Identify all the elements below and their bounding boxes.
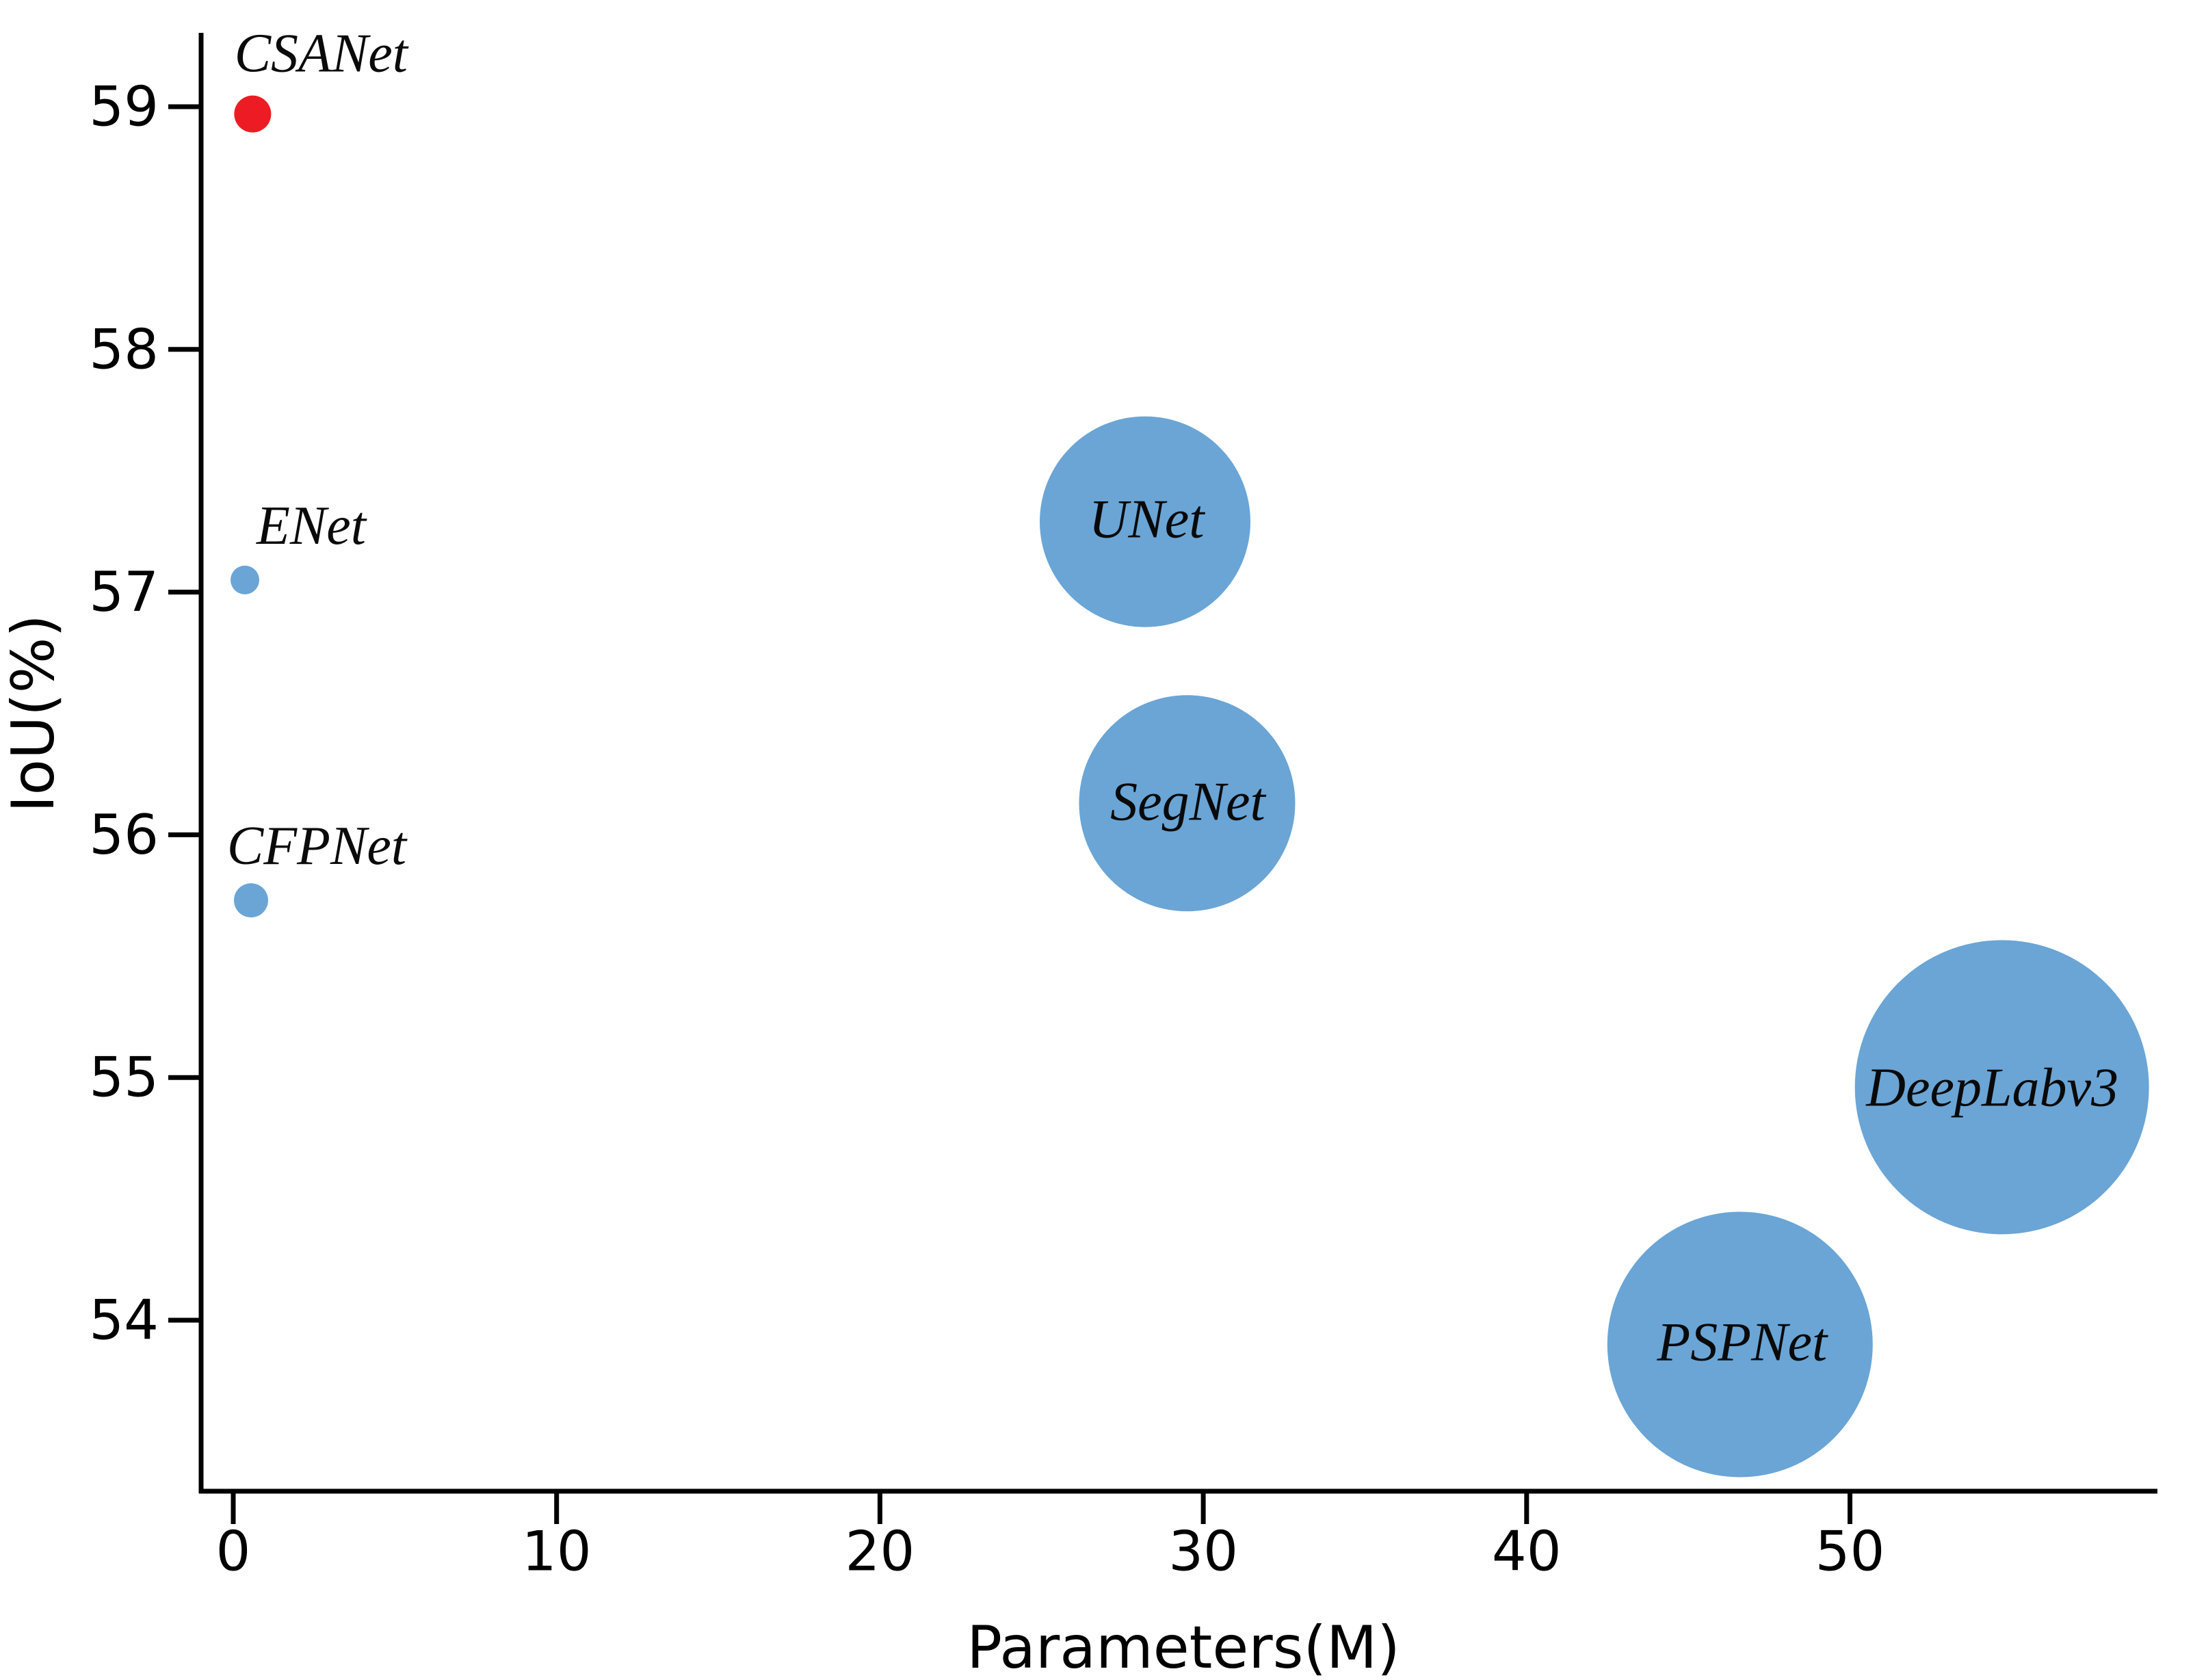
data-point-label-enet: ENet (256, 496, 367, 556)
y-tick-label: 57 (89, 560, 159, 624)
data-point-cfpnet (233, 883, 268, 918)
data-point-label-unet: UNet (1089, 490, 1206, 550)
y-tick-label: 55 (89, 1046, 159, 1110)
y-tick-label: 58 (89, 317, 159, 381)
data-point-enet (231, 565, 260, 594)
x-axis-title: Parameters(M) (967, 1614, 1400, 1680)
data-point-label-deeplabv3: DeepLabv3 (1865, 1058, 2118, 1118)
x-tick-label: 0 (216, 1520, 251, 1584)
x-tick-label: 50 (1815, 1520, 1885, 1584)
x-tick-label: 20 (845, 1520, 915, 1584)
y-axis-title: IoU(%) (0, 614, 68, 813)
y-tick-label: 54 (89, 1289, 159, 1352)
y-tick-label: 59 (89, 75, 159, 139)
x-tick-label: 40 (1492, 1520, 1562, 1584)
data-point-pspnet (1607, 1211, 1873, 1478)
data-point-segnet (1079, 695, 1296, 912)
x-tick-label: 10 (522, 1520, 592, 1584)
data-point-label-segnet: SegNet (1110, 772, 1266, 832)
data-point-label-pspnet: PSPNet (1656, 1312, 1828, 1372)
data-point-csanet (234, 95, 272, 133)
x-tick-label: 30 (1168, 1520, 1238, 1584)
data-point-label-csanet: CSANet (235, 24, 409, 84)
y-tick-label: 56 (89, 803, 159, 867)
data-point-unet (1040, 416, 1251, 627)
data-point-deeplabv3 (1854, 940, 2149, 1235)
data-point-label-cfpnet: CFPNet (227, 816, 408, 876)
